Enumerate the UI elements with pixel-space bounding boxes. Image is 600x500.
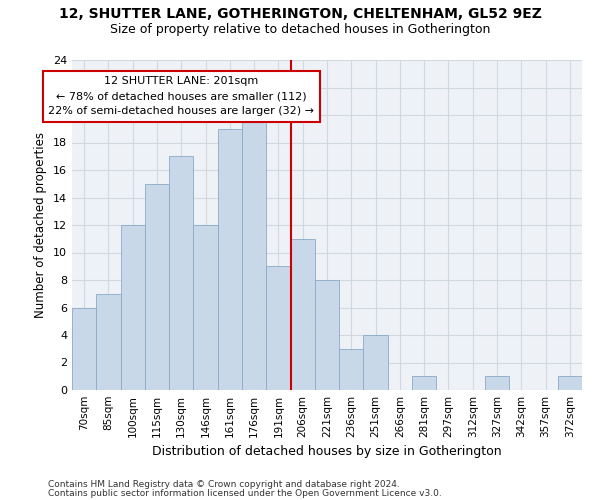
- Text: 12, SHUTTER LANE, GOTHERINGTON, CHELTENHAM, GL52 9EZ: 12, SHUTTER LANE, GOTHERINGTON, CHELTENH…: [59, 8, 541, 22]
- Bar: [121, 225, 145, 390]
- Bar: [218, 128, 242, 390]
- Y-axis label: Number of detached properties: Number of detached properties: [34, 132, 47, 318]
- Bar: [485, 376, 509, 390]
- X-axis label: Distribution of detached houses by size in Gotherington: Distribution of detached houses by size …: [152, 446, 502, 458]
- Bar: [364, 335, 388, 390]
- Bar: [412, 376, 436, 390]
- Bar: [315, 280, 339, 390]
- Bar: [169, 156, 193, 390]
- Bar: [339, 349, 364, 390]
- Text: Contains HM Land Registry data © Crown copyright and database right 2024.: Contains HM Land Registry data © Crown c…: [48, 480, 400, 489]
- Text: Contains public sector information licensed under the Open Government Licence v3: Contains public sector information licen…: [48, 488, 442, 498]
- Bar: [96, 294, 121, 390]
- Text: Size of property relative to detached houses in Gotherington: Size of property relative to detached ho…: [110, 22, 490, 36]
- Bar: [266, 266, 290, 390]
- Text: 12 SHUTTER LANE: 201sqm
← 78% of detached houses are smaller (112)
22% of semi-d: 12 SHUTTER LANE: 201sqm ← 78% of detache…: [48, 76, 314, 116]
- Bar: [290, 239, 315, 390]
- Bar: [558, 376, 582, 390]
- Bar: [242, 115, 266, 390]
- Bar: [72, 308, 96, 390]
- Bar: [193, 225, 218, 390]
- Bar: [145, 184, 169, 390]
